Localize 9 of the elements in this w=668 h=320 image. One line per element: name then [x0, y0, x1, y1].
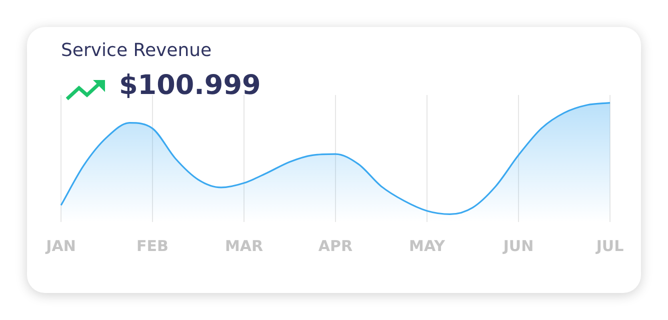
- x-tick-label: FEB: [136, 236, 168, 255]
- x-tick-label: MAR: [224, 236, 264, 255]
- chart-subtitle: $100.999: [119, 70, 261, 101]
- chart-title: Service Revenue: [61, 40, 212, 61]
- x-tick-label: JUL: [595, 236, 624, 255]
- x-tick-label: JAN: [45, 236, 76, 255]
- x-tick-label: MAY: [409, 236, 446, 255]
- x-tick-label: JUN: [502, 236, 534, 255]
- x-tick-label: APR: [318, 236, 354, 255]
